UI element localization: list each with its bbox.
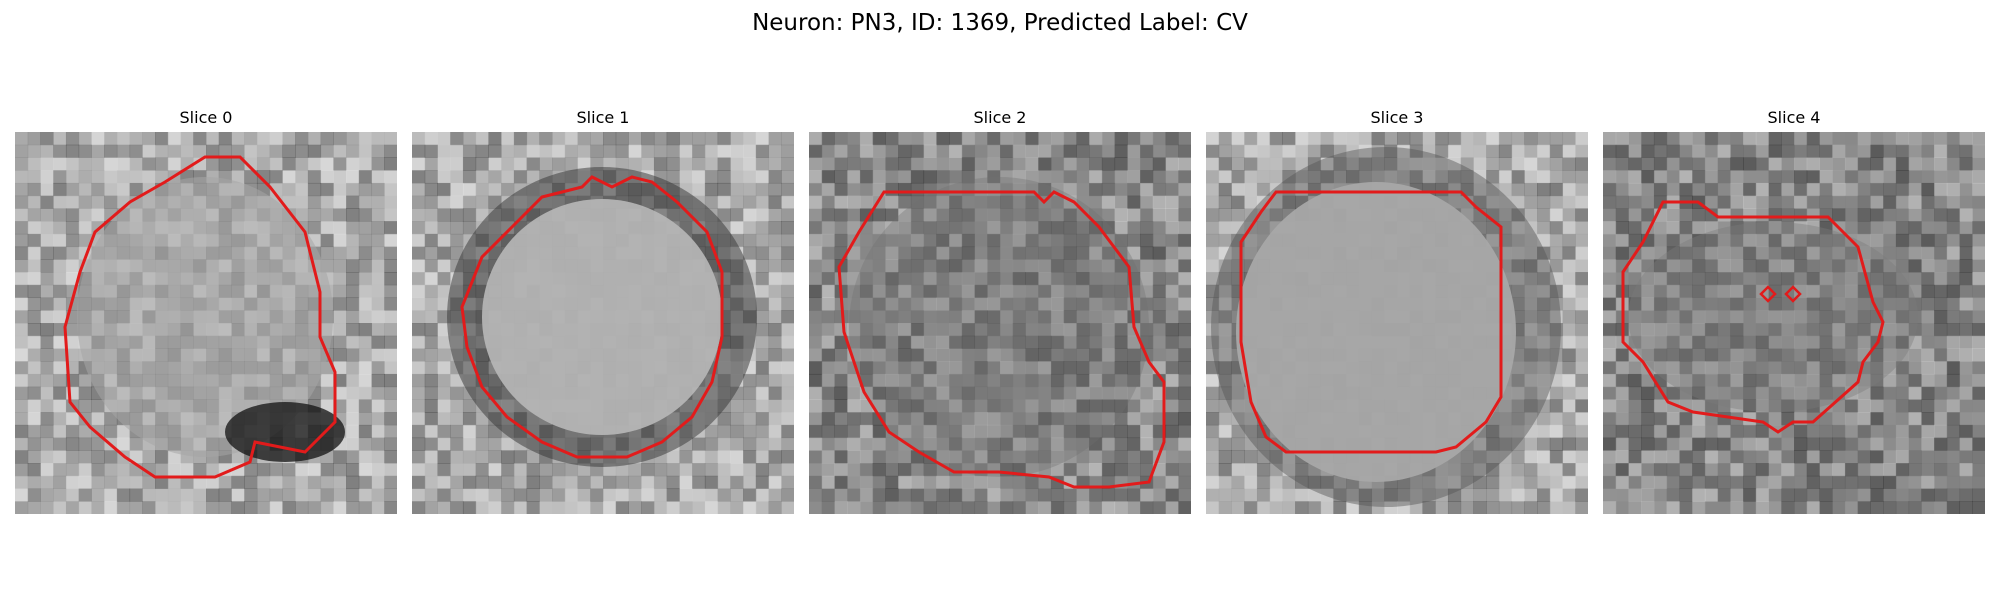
slice-image [15,132,397,514]
cell-contour [1239,190,1503,454]
slice-image [809,132,1191,514]
slice-image [1603,132,1985,514]
slice-panel-0: Slice 0 [15,108,397,514]
slice-panel-3: Slice 3 [1206,108,1588,514]
cell-contour [460,175,724,459]
cell-contour [1621,200,1885,434]
slice-panel-2: Slice 2 [809,108,1191,514]
cell-contour [837,190,1166,489]
slice-panel-1: Slice 1 [412,108,794,514]
slice-title: Slice 3 [1370,108,1424,127]
hole-contour [1784,285,1802,303]
slice-title: Slice 4 [1767,108,1821,127]
slice-image [412,132,794,514]
hole-contour [1759,285,1777,303]
slice-title: Slice 0 [179,108,233,127]
figure-title: Neuron: PN3, ID: 1369, Predicted Label: … [752,10,1248,36]
slice-title: Slice 2 [973,108,1027,127]
slice-title: Slice 1 [576,108,630,127]
slice-panel-4: Slice 4 [1603,108,1985,514]
cell-contour [63,155,337,479]
slice-image [1206,132,1588,514]
